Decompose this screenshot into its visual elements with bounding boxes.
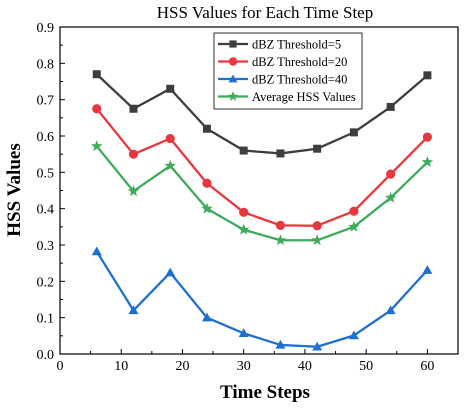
data-point — [239, 207, 249, 217]
legend-marker — [228, 74, 238, 83]
data-point — [127, 185, 140, 197]
data-point — [386, 169, 396, 179]
data-point — [201, 202, 213, 214]
data-point — [91, 140, 103, 152]
series-line — [95, 73, 429, 155]
chart-title: HSS Values for Each Time Step — [157, 3, 373, 22]
y-tick-label: 0.8 — [37, 57, 55, 72]
series-line — [95, 145, 429, 242]
data-point — [312, 221, 322, 231]
y-tick-label: 0.7 — [37, 94, 55, 109]
y-tick-label: 0.4 — [37, 203, 55, 218]
y-tick-label: 0.5 — [37, 166, 55, 181]
data-point — [274, 234, 287, 246]
y-tick-label: 0.2 — [37, 275, 55, 290]
y-tick-label: 0.6 — [37, 130, 55, 145]
data-point — [129, 104, 138, 113]
series-line — [95, 108, 429, 227]
data-point — [348, 330, 359, 340]
data-point — [166, 84, 175, 93]
legend-item: Average HSS Values — [218, 90, 356, 104]
data-point — [422, 132, 432, 142]
data-point — [386, 102, 395, 111]
legend-marker — [229, 40, 237, 48]
series-line — [95, 250, 429, 348]
x-tick-label: 20 — [175, 359, 189, 374]
y-tick-label: 0.3 — [37, 239, 55, 254]
x-axis-title: Time Steps — [220, 382, 310, 403]
data-point — [275, 339, 286, 349]
data-point — [385, 305, 396, 315]
y-tick-label: 0.0 — [37, 348, 55, 363]
legend-item: dBZ Threshold=40 — [218, 73, 347, 87]
y-axis-title: HSS Values — [4, 143, 25, 236]
x-tick-label: 50 — [359, 359, 373, 374]
data-point — [312, 341, 323, 351]
legend-item: dBZ Threshold=5 — [218, 38, 341, 52]
x-tick-label: 0 — [57, 359, 64, 374]
series-3 — [91, 246, 433, 351]
data-point — [311, 234, 323, 246]
data-point — [165, 133, 175, 144]
data-point — [202, 178, 212, 188]
data-point — [348, 220, 360, 232]
series-4 — [91, 140, 434, 246]
data-point — [275, 220, 286, 230]
data-point — [349, 128, 358, 137]
data-point — [239, 146, 248, 155]
series-2 — [92, 104, 432, 231]
data-point — [165, 267, 176, 277]
data-point — [128, 305, 139, 315]
legend-marker — [228, 57, 238, 66]
x-tick-label: 30 — [237, 359, 251, 374]
data-point — [201, 312, 212, 322]
legend-item: dBZ Threshold=20 — [218, 55, 347, 69]
data-point — [91, 246, 102, 256]
legend-label: dBZ Threshold=20 — [252, 55, 347, 69]
legend-label: Average HSS Values — [252, 90, 356, 104]
data-point — [92, 104, 102, 114]
data-point — [313, 144, 322, 153]
data-point — [276, 149, 285, 158]
data-point — [128, 149, 139, 159]
legend: dBZ Threshold=5 dBZ Threshold=20 dBZ Thres… — [213, 32, 363, 110]
x-tick-label: 10 — [114, 359, 128, 374]
series-1 — [92, 70, 432, 158]
legend-marker — [227, 91, 239, 101]
y-tick-label: 0.1 — [37, 312, 55, 327]
data-point — [423, 71, 432, 80]
data-point — [349, 206, 359, 216]
data-point — [202, 124, 211, 133]
data-point — [92, 70, 101, 79]
legend-label: dBZ Threshold=5 — [252, 38, 341, 52]
data-point — [384, 191, 397, 203]
data-point — [238, 328, 249, 338]
legend-label: dBZ Threshold=40 — [252, 73, 347, 87]
x-tick-label: 60 — [420, 359, 434, 374]
data-point — [164, 159, 176, 171]
y-tick-label: 0.9 — [37, 21, 55, 36]
plot-area: 0 10 20 30 40 50 60 0.0 0.1 0.2 0.3 0.4 0.5 0.6 0.7 0.8… — [37, 21, 459, 374]
data-point — [421, 156, 434, 168]
data-point — [237, 223, 250, 235]
data-point — [422, 265, 433, 274]
x-tick-label: 40 — [298, 359, 312, 374]
